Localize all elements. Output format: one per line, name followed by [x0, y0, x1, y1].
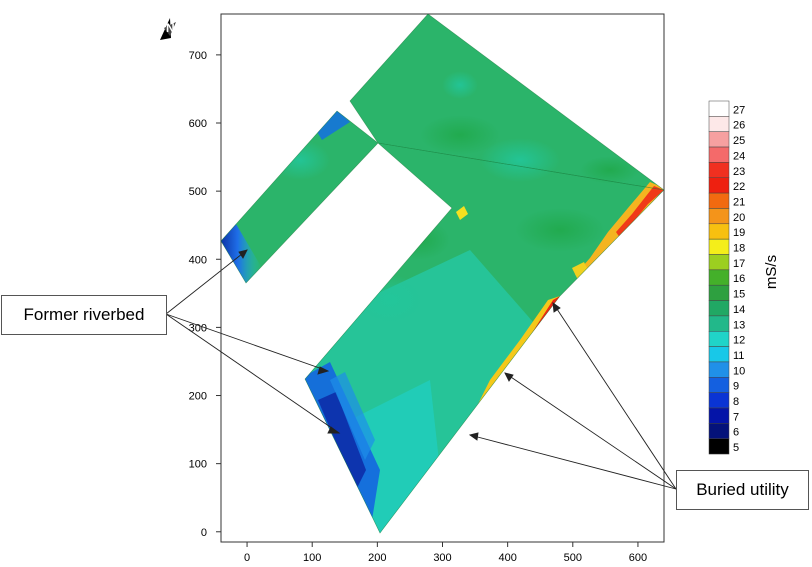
legend-level-label: 13 [733, 319, 745, 331]
legend-unit: mS/s [763, 255, 780, 289]
legend-swatch [708, 146, 730, 163]
legend-swatch [708, 269, 730, 286]
legend-swatch [708, 377, 730, 393]
x-tick-label: 600 [629, 552, 647, 564]
y-tick-label: 300 [189, 322, 207, 334]
y-tick-label: 700 [189, 50, 207, 62]
legend-level-label: 11 [733, 350, 744, 362]
y-tick-label: 100 [189, 459, 207, 471]
field-outline [220, 13, 665, 534]
legend-swatch [708, 223, 730, 240]
legend-level-label: 20 [733, 212, 745, 224]
x-tick-label: 300 [433, 552, 451, 564]
utility-callout: Buried utility [676, 470, 809, 510]
y-tick-label: 500 [189, 186, 207, 198]
x-tick-label: 0 [244, 552, 250, 564]
legend-level-label: 6 [733, 427, 739, 439]
legend-swatch [708, 346, 730, 363]
legend-swatch [708, 284, 730, 301]
legend-swatch [708, 162, 730, 178]
legend-level-label: 24 [733, 150, 745, 162]
north-arrow-icon: N [160, 18, 176, 40]
legend-swatch [708, 438, 730, 455]
legend-level-label: 19 [733, 227, 745, 239]
x-axis: 0 100 200 300 400 500 600 [244, 542, 647, 564]
x-tick-label: 100 [303, 552, 321, 564]
legend-level-label: 21 [733, 196, 745, 208]
legend-swatch [708, 177, 730, 194]
legend-level-label: 9 [733, 381, 739, 393]
color-legend: 27 26 25 24 23 22 21 20 19 18 17 16 15 14 13 12 11 10 9 8 7 6… [708, 100, 745, 455]
x-tick-label: 200 [368, 552, 386, 564]
legend-level-label: 7 [733, 411, 739, 423]
legend-swatch [708, 192, 730, 209]
legend-level-label: 17 [733, 258, 745, 270]
legend-swatch [708, 208, 730, 225]
legend-level-label: 14 [733, 304, 745, 316]
legend-swatch [708, 392, 730, 409]
legend-swatch [708, 423, 730, 439]
riverbed-label: Former riverbed [23, 305, 145, 324]
legend-swatch [708, 254, 730, 271]
legend-level-label: 23 [733, 166, 745, 178]
legend-swatch [708, 331, 730, 347]
y-tick-label: 400 [189, 254, 207, 266]
legend-swatch [708, 300, 730, 317]
y-tick-label: 0 [201, 527, 207, 539]
legend-level-label: 18 [733, 243, 745, 255]
y-tick-label: 200 [189, 391, 207, 403]
legend-level-label: 12 [733, 335, 745, 347]
x-tick-label: 400 [498, 552, 516, 564]
y-axis: 0 100 200 300 400 500 600 700 [189, 50, 221, 539]
legend-swatch [708, 407, 730, 424]
north-letter: N [166, 21, 175, 35]
utility-label: Buried utility [696, 480, 789, 499]
y-tick-label: 600 [189, 118, 207, 130]
legend-swatch [708, 116, 730, 132]
conductivity-field [221, 14, 664, 533]
legend-level-label: 26 [733, 120, 745, 132]
legend-swatch [708, 131, 730, 148]
legend-level-label: 10 [733, 365, 745, 377]
callout-arrows [165, 249, 677, 490]
legend-level-label: 15 [733, 289, 745, 301]
legend-level-label: 8 [733, 396, 739, 408]
legend-level-label: 5 [733, 442, 739, 454]
legend-swatch [708, 238, 730, 255]
legend-level-label: 22 [733, 181, 745, 193]
legend-level-label: 27 [733, 104, 745, 116]
legend-swatch [708, 100, 730, 117]
legend-swatch [708, 361, 730, 378]
x-tick-label: 500 [564, 552, 582, 564]
legend-swatch [708, 315, 730, 332]
riverbed-callout: Former riverbed [1, 295, 167, 335]
legend-level-label: 25 [733, 135, 745, 147]
legend-level-label: 16 [733, 273, 745, 285]
